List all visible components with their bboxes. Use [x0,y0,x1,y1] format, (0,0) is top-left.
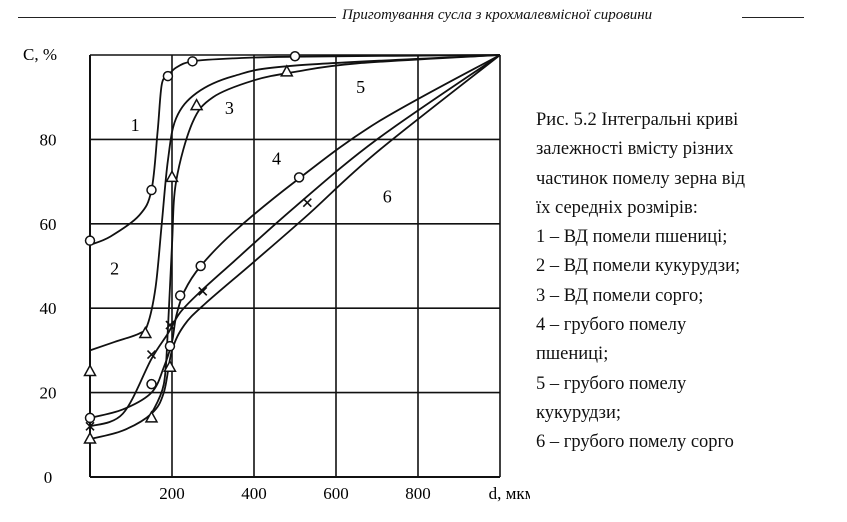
y-tick-label: 0 [44,468,53,487]
data-point-cross [198,286,208,296]
data-point-circle [195,260,206,272]
page-header: Приготування сусла з крохмалевмісної сир… [0,0,847,30]
caption-line: 3 – ВД помели сорго; [536,285,704,306]
particle-size-chart: 0 20 40 60 80 200 400 600 800 С, % d, мкм 1 2 3 4 5 6 [23,45,530,503]
caption-line: кукурудзи; [536,402,622,423]
y-tick-label: 20 [40,384,57,403]
caption-line: 2 – ВД помели кукурудзи; [536,256,741,277]
caption-line: 4 – грубого помелу [536,315,687,336]
header-rule-left [18,17,336,18]
curve-label-5: 5 [356,77,365,97]
x-tick-label: 200 [159,484,185,503]
x-axis-label: d, мкм [489,484,530,503]
x-tick-label: 800 [405,484,431,503]
data-point-cross [85,421,95,431]
data-point-circle [84,235,96,246]
data-point-circle [289,51,301,62]
data-point-cross [165,320,175,330]
x-tick-label: 400 [241,484,267,503]
data-point-circle [162,70,174,82]
y-tick-label: 40 [40,299,57,318]
figure-caption: Рис. 5.2 Інтегральні криві залежності вмі… [536,106,836,458]
caption-line: 5 – грубого помелу [536,373,687,394]
series-line-2 [89,54,501,352]
x-tick-label: 600 [323,484,349,503]
y-axis-label: С, % [23,45,57,64]
data-point-triangle [138,325,153,339]
caption-line: Рис. 5.2 Інтегральні криві [536,110,739,130]
data-point-circle [84,412,96,424]
data-point-circle [146,378,157,390]
series-line-1 [89,54,501,246]
curve-label-6: 6 [383,187,392,207]
data-point-triangle [163,359,177,373]
data-point-cross [146,350,157,360]
data-point-circle [293,172,305,183]
series-line-5 [89,54,501,428]
caption-line: пшениці; [536,344,609,365]
caption-line: залежності вмісту різних [536,139,734,160]
header-rule-right [742,17,804,18]
data-point-circle [174,290,186,301]
curve-label-2: 2 [110,258,119,278]
data-point-triangle [83,431,97,444]
caption-line: 1 – ВД помели пшениці; [536,227,728,248]
caption-line: їх середніх розмірів: [536,197,698,218]
curve-label-1: 1 [131,115,140,135]
data-point-cross [302,198,312,208]
data-point-triangle [83,363,97,377]
y-tick-label: 60 [40,215,57,234]
data-point-circle [146,184,157,196]
caption-line: частинок помелу зерна від [536,168,746,189]
data-point-triangle [280,64,294,77]
data-point-circle [164,340,176,352]
data-point-triangle [189,98,204,111]
series-line-4 [89,54,501,419]
data-point-triangle [144,410,159,423]
header-title: Приготування сусла з крохмалевмісної сир… [342,7,653,23]
data-point-triangle [165,169,179,183]
curve-label-3: 3 [225,98,234,118]
y-tick-label: 80 [40,130,57,149]
curve-label-4: 4 [272,149,281,169]
caption-line: 6 – грубого помелу сорго [536,432,734,453]
series-line-3 [150,54,501,415]
data-point-circle [187,56,198,67]
